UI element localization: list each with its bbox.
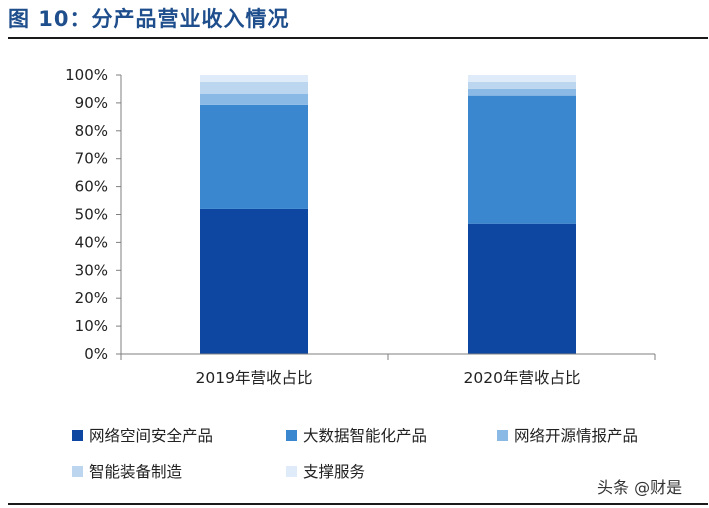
y-tick-label-6: 60%	[75, 178, 108, 196]
bar-1-series-2	[468, 88, 576, 96]
page-title: 图 10：分产品营业收入情况	[8, 7, 290, 31]
bar-0-series-3	[200, 81, 308, 94]
y-tick-label-10: 100%	[65, 66, 108, 84]
y-tick-label-3: 30%	[75, 261, 108, 279]
bar-0-series-2	[200, 93, 308, 105]
top-divider	[8, 37, 708, 39]
bar-1-series-4	[468, 75, 576, 82]
y-tick-label-4: 40%	[75, 233, 108, 251]
y-tick-label-0: 0%	[84, 345, 108, 363]
y-tick-label-7: 70%	[75, 150, 108, 168]
bar-1-series-0	[468, 223, 576, 354]
x-tick-label-0: 2019年营收占比	[196, 369, 313, 387]
bar-1-series-3	[468, 81, 576, 89]
y-tick-label-1: 10%	[75, 317, 108, 335]
bottom-divider	[8, 503, 708, 505]
bar-0-series-4	[200, 75, 308, 82]
y-tick-label-9: 90%	[75, 94, 108, 112]
y-tick-label-5: 50%	[75, 206, 108, 224]
watermark: 头条 @财是	[597, 478, 683, 497]
bar-0-series-0	[200, 208, 308, 354]
y-tick-label-8: 80%	[75, 122, 108, 140]
bar-1-series-1	[468, 95, 576, 224]
x-tick-label-1: 2020年营收占比	[464, 369, 581, 387]
y-tick-label-2: 20%	[75, 289, 108, 307]
bar-0-series-1	[200, 104, 308, 209]
